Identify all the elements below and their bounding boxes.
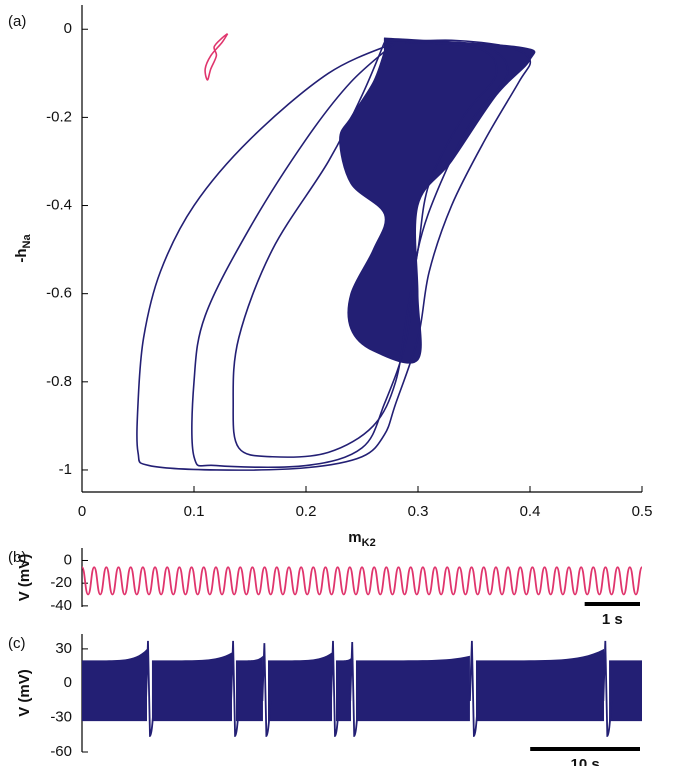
y-tick-label: 0: [64, 551, 72, 568]
y-tick-label: -1: [59, 461, 72, 478]
panel-label: (c): [8, 635, 26, 652]
burst: [475, 648, 605, 722]
scale-bar-label: 10 s: [570, 756, 599, 766]
voltage-trace: [81, 566, 643, 596]
y-tick-label: -0.8: [46, 373, 72, 390]
spike: [469, 640, 479, 737]
y-tick-label: 30: [55, 640, 72, 657]
trajectory: [204, 33, 229, 81]
trajectory: [191, 41, 509, 469]
spike: [330, 640, 340, 737]
y-tick-label: -0.4: [46, 196, 72, 213]
x-tick-label: 0: [78, 503, 86, 520]
y-tick-label: 0: [64, 674, 72, 691]
y-axis-label-sub: Na: [21, 234, 33, 249]
y-axis-label: V (mV): [16, 554, 33, 602]
y-axis-label-main: -h: [13, 248, 30, 262]
y-axis-label: -hNa: [13, 234, 33, 263]
spike: [349, 641, 360, 737]
x-tick-label: 0.3: [408, 503, 429, 520]
x-tick-label: 0.4: [520, 503, 541, 520]
y-tick-label: -0.6: [46, 285, 72, 302]
y-tick-label: -30: [50, 709, 72, 726]
burst: [335, 658, 352, 722]
spike: [261, 643, 272, 737]
burst: [609, 660, 642, 722]
spike: [230, 640, 240, 737]
x-axis-label: mK2: [348, 529, 375, 549]
panel-label: (b): [8, 549, 26, 566]
scale-bar-label: 1 s: [602, 611, 623, 628]
y-tick-label: -60: [50, 743, 72, 760]
x-axis-label-sub: K2: [362, 537, 376, 549]
x-tick-label: 0.5: [632, 503, 653, 520]
y-tick-label: 0: [64, 20, 72, 37]
burst: [235, 655, 263, 722]
burst: [268, 652, 333, 722]
burst: [82, 648, 148, 722]
trajectory-dense-region: [339, 37, 536, 364]
y-tick-label: -40: [50, 597, 72, 614]
trajectory: [232, 41, 498, 458]
y-tick-label: -0.2: [46, 108, 72, 125]
spike: [145, 640, 155, 737]
trajectory: [136, 39, 532, 471]
y-axis-label: V (mV): [16, 669, 33, 717]
x-tick-label: 0.1: [184, 503, 205, 520]
spike: [602, 640, 613, 737]
x-tick-label: 0.2: [296, 503, 317, 520]
y-tick-label: -20: [50, 574, 72, 591]
panel-label: (a): [8, 13, 26, 30]
burst: [151, 652, 232, 722]
burst: [355, 655, 470, 722]
x-axis-label-main: m: [348, 529, 361, 546]
